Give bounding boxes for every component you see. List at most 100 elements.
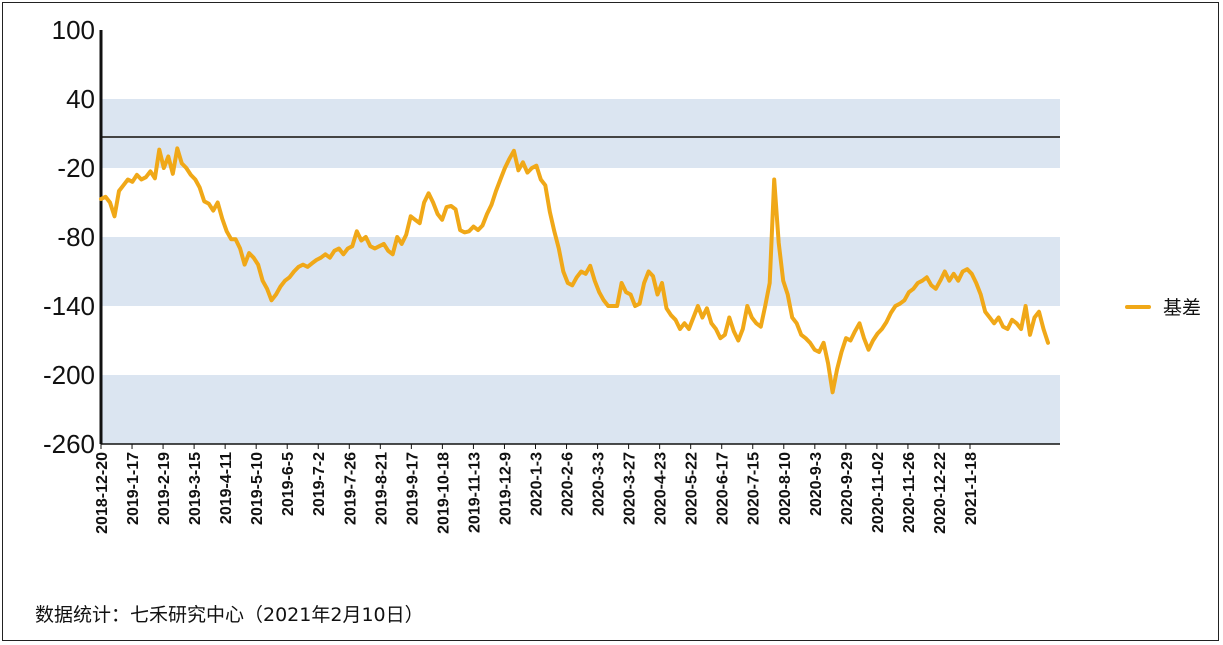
x-tick-label: 2019-3-15 (187, 452, 204, 525)
data-point (162, 166, 166, 170)
data-point (808, 341, 812, 345)
data-point (651, 274, 655, 278)
data-point (804, 336, 808, 340)
legend-swatch (1125, 304, 1151, 309)
data-point (427, 191, 431, 195)
data-point (359, 238, 363, 243)
data-point (489, 203, 494, 207)
data-point (947, 279, 951, 283)
data-point (781, 279, 785, 283)
data-point (952, 272, 956, 276)
data-point (664, 306, 669, 310)
data-point (790, 315, 794, 320)
data-point (992, 321, 996, 325)
data-point (440, 218, 444, 222)
data-point (575, 275, 579, 279)
x-tick-label: 2019-7-2 (311, 452, 328, 516)
data-point (979, 292, 983, 297)
data-point (229, 237, 233, 241)
data-point (274, 292, 278, 297)
data-point (777, 241, 781, 245)
data-point (741, 327, 745, 331)
data-point (436, 212, 440, 216)
data-point (126, 177, 130, 182)
data-point (471, 225, 476, 229)
data-point (99, 197, 103, 201)
data-point (844, 336, 848, 340)
data-point (647, 269, 651, 274)
data-point (620, 281, 624, 285)
data-point (862, 336, 866, 340)
data-point (956, 279, 960, 283)
data-point (386, 249, 390, 253)
data-point (682, 321, 687, 325)
x-tick-label: 2019-10-18 (435, 452, 452, 534)
shaded-band (101, 375, 1060, 444)
data-point (234, 237, 238, 241)
data-point (839, 350, 844, 354)
data-point (211, 209, 215, 213)
data-point (516, 168, 521, 172)
data-point (655, 292, 660, 297)
data-point (988, 315, 992, 320)
data-point (920, 279, 924, 283)
data-point (373, 246, 377, 251)
data-point (287, 275, 292, 279)
data-point (157, 148, 161, 152)
data-point (112, 214, 117, 218)
data-point (261, 279, 265, 283)
data-point (319, 256, 323, 260)
x-tick-label: 2021-1-18 (963, 452, 980, 525)
data-point (1015, 321, 1019, 325)
x-tick-label: 2020-9-29 (839, 452, 856, 525)
data-point (148, 169, 152, 173)
data-point (615, 304, 619, 308)
data-point (673, 318, 678, 322)
x-tick-label: 2019-1-17 (125, 452, 142, 525)
data-point (198, 186, 202, 190)
data-point (377, 244, 381, 248)
y-tick-label: -140 (43, 291, 95, 321)
data-point (889, 311, 893, 315)
data-point (108, 200, 112, 205)
data-point (180, 161, 184, 165)
data-point (341, 252, 345, 256)
data-point (786, 292, 790, 297)
data-point (669, 313, 673, 317)
data-point (494, 189, 498, 193)
data-point (638, 302, 642, 306)
data-point (503, 166, 507, 170)
data-point (866, 348, 871, 352)
x-tick-label: 2020-11-26 (901, 452, 918, 533)
data-point (103, 195, 108, 199)
x-tick-label: 2020-6-17 (715, 452, 732, 525)
data-point (301, 263, 305, 267)
data-point (530, 166, 534, 170)
data-point (750, 315, 754, 320)
data-point (934, 287, 938, 291)
x-tick-label: 2020-3-27 (622, 452, 639, 525)
data-point (135, 173, 139, 177)
data-point (983, 310, 987, 314)
x-tick-label: 2020-8-10 (777, 452, 794, 525)
data-point (853, 329, 857, 333)
data-point (368, 244, 372, 248)
data-point (911, 287, 916, 291)
data-point (768, 281, 772, 285)
data-point (1046, 341, 1050, 345)
x-tick-label: 2019-11-13 (466, 452, 483, 533)
y-tick-label: 40 (66, 84, 95, 114)
shaded-band (101, 99, 1060, 168)
data-point (413, 218, 417, 222)
data-point (256, 263, 260, 267)
x-tick-label: 2019-12-9 (497, 452, 514, 525)
y-tick-label: -200 (43, 360, 95, 390)
data-point (772, 177, 776, 182)
data-point (521, 160, 525, 164)
y-tick-label: -80 (57, 222, 95, 252)
data-point (718, 336, 723, 340)
data-point (418, 221, 422, 225)
data-point (323, 252, 327, 256)
data-point (907, 290, 911, 294)
